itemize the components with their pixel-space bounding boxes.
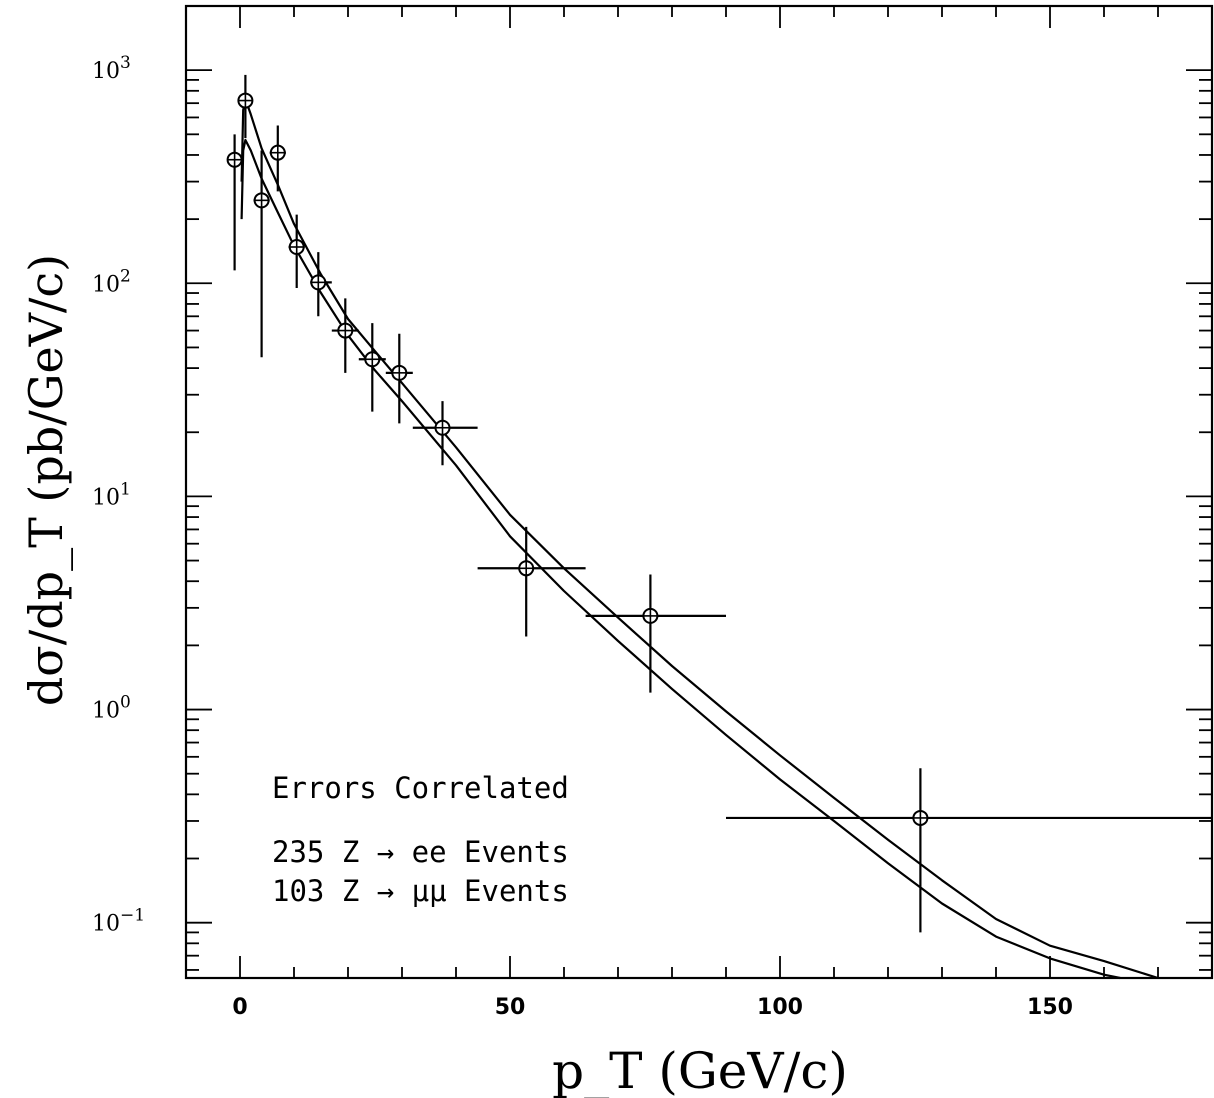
data-point [412,401,478,466]
data-point [226,134,243,271]
annotation-text: 235 Z → ee Events [272,835,569,869]
data-point [358,323,386,412]
y-tick-label: 100 [92,693,131,724]
data-point [477,526,586,637]
y-tick-label: 10−1 [92,906,145,937]
data-point [331,298,359,373]
data-point [269,125,286,192]
annotation-text: 103 Z → μμ Events [272,874,569,908]
x-tick-label: 100 [757,995,803,1020]
data-points [226,74,1212,933]
data-point [310,252,332,317]
x-tick-label: 150 [1027,995,1073,1020]
plot-frame [184,4,1214,980]
y-tick-label: 102 [92,266,131,297]
data-point [585,574,726,693]
data-point [288,214,305,289]
annotations: Errors Correlated 235 Z → ee Events 103 Z … [272,771,569,908]
annotation-text: Errors Correlated [272,771,569,805]
data-point [253,150,270,358]
x-tick-label: 0 [232,995,247,1020]
x-tick-label: 50 [495,995,526,1020]
axis-labels: 0 50 100 150 10−1 100 101 102 103 p_T (GeV/c) dσ/d… [19,53,1073,1098]
y-axis-title: dσ/dp_T (pb/GeV/c) [19,254,73,706]
data-point [385,333,413,424]
y-tick-label: 101 [92,479,131,510]
data-point [726,768,1212,933]
theory-curve-1 [240,98,1159,980]
data-point [237,74,254,139]
axes [184,4,1214,980]
x-axis-title: p_T (GeV/c) [552,1042,848,1098]
y-tick-label: 103 [92,53,131,84]
